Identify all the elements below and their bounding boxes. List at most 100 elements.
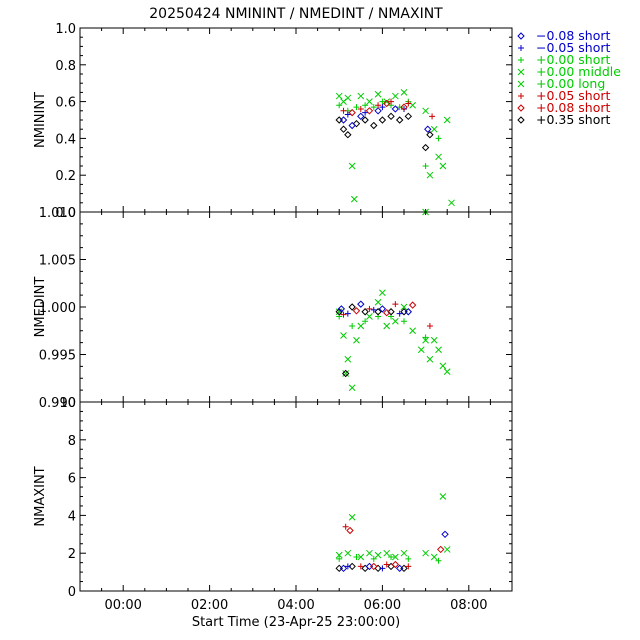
y-tick-label: 1.0 [55,22,76,37]
series-0 [335,89,455,216]
data-point [396,310,403,317]
data-point [357,322,365,330]
data-point [388,98,395,105]
y-axis-label: NMAXINT [33,466,48,526]
data-point [448,199,455,207]
data-point [348,384,356,392]
legend-marker [517,80,525,88]
data-point [404,308,413,316]
y-tick-label: 4 [68,509,76,524]
data-point [366,549,373,557]
series-3 [339,105,432,133]
y-tick-label: 2 [68,547,76,562]
data-point [370,555,377,562]
series-1 [336,98,442,169]
series-0 [335,289,451,392]
y-axis-label: NMEDINT [33,277,48,338]
data-point [370,562,378,571]
data-point [366,98,373,105]
data-point [375,102,382,109]
legend-marker [517,116,525,124]
data-point [370,121,378,130]
data-point [340,107,347,114]
data-point [366,313,373,320]
data-point [348,562,356,571]
legend-marker [517,68,525,76]
data-point [401,318,407,325]
series-0 [335,493,451,561]
data-point [352,307,361,315]
y-tick-label: 0.995 [39,349,76,364]
data-point [339,116,348,124]
panel-nminint [79,27,513,216]
data-point [344,355,352,363]
data-point [339,125,348,133]
legend-label: +0.05 short [536,88,611,103]
series-5 [340,301,433,329]
y-tick-label: 0.6 [55,96,76,111]
data-point [342,370,350,377]
data-point [365,107,374,115]
series-2 [335,112,434,152]
data-point [426,171,434,179]
legend-item: +0.08 short [517,100,611,115]
series-4 [344,104,407,118]
data-point [335,116,343,124]
data-point [357,105,364,112]
data-point [336,555,343,562]
data-point [348,303,356,311]
data-point [392,317,399,325]
data-point [340,332,347,339]
data-point [342,523,349,530]
data-point [383,322,391,330]
data-point [405,555,412,562]
y-tick-label: 0.0 [55,206,76,221]
data-point [443,116,451,124]
data-point [405,100,412,107]
data-point [335,308,343,316]
data-point [335,551,343,559]
data-point [361,116,369,124]
data-point [344,563,351,570]
series-6 [348,99,408,117]
data-point [430,336,438,344]
data-point [361,308,369,316]
y-tick-label: 8 [68,434,76,449]
data-point [439,493,447,500]
series-6 [352,301,417,317]
panel-frame [79,211,513,403]
data-point [344,131,352,139]
data-point [400,89,408,96]
legend-item: +0.05 short [518,88,611,103]
data-point [401,105,407,112]
data-point [335,92,343,100]
series-3 [339,530,449,573]
data-point [435,135,442,142]
data-point [395,116,404,124]
data-point [349,323,356,329]
series-3 [337,300,413,316]
data-point [357,563,364,570]
data-point [374,107,382,115]
legend-label: +0.00 short [536,52,611,67]
data-point [443,368,451,375]
data-point [424,125,432,133]
data-point [379,104,386,111]
data-point [439,162,447,170]
data-point [344,549,352,557]
data-point [439,362,447,370]
data-point [357,553,365,561]
chart-title: 20250424 NMININT / NMEDINT / NMAXINT [149,6,443,22]
data-point [353,336,360,344]
data-point [400,103,408,111]
data-point [421,143,430,152]
data-point [437,545,445,554]
data-point [409,327,416,335]
data-point [344,111,351,118]
data-point [383,99,391,108]
data-point [352,119,361,128]
legend-item: +0.00 middle [517,64,621,79]
data-point [422,549,429,557]
data-point [336,102,343,109]
data-point [422,107,429,115]
